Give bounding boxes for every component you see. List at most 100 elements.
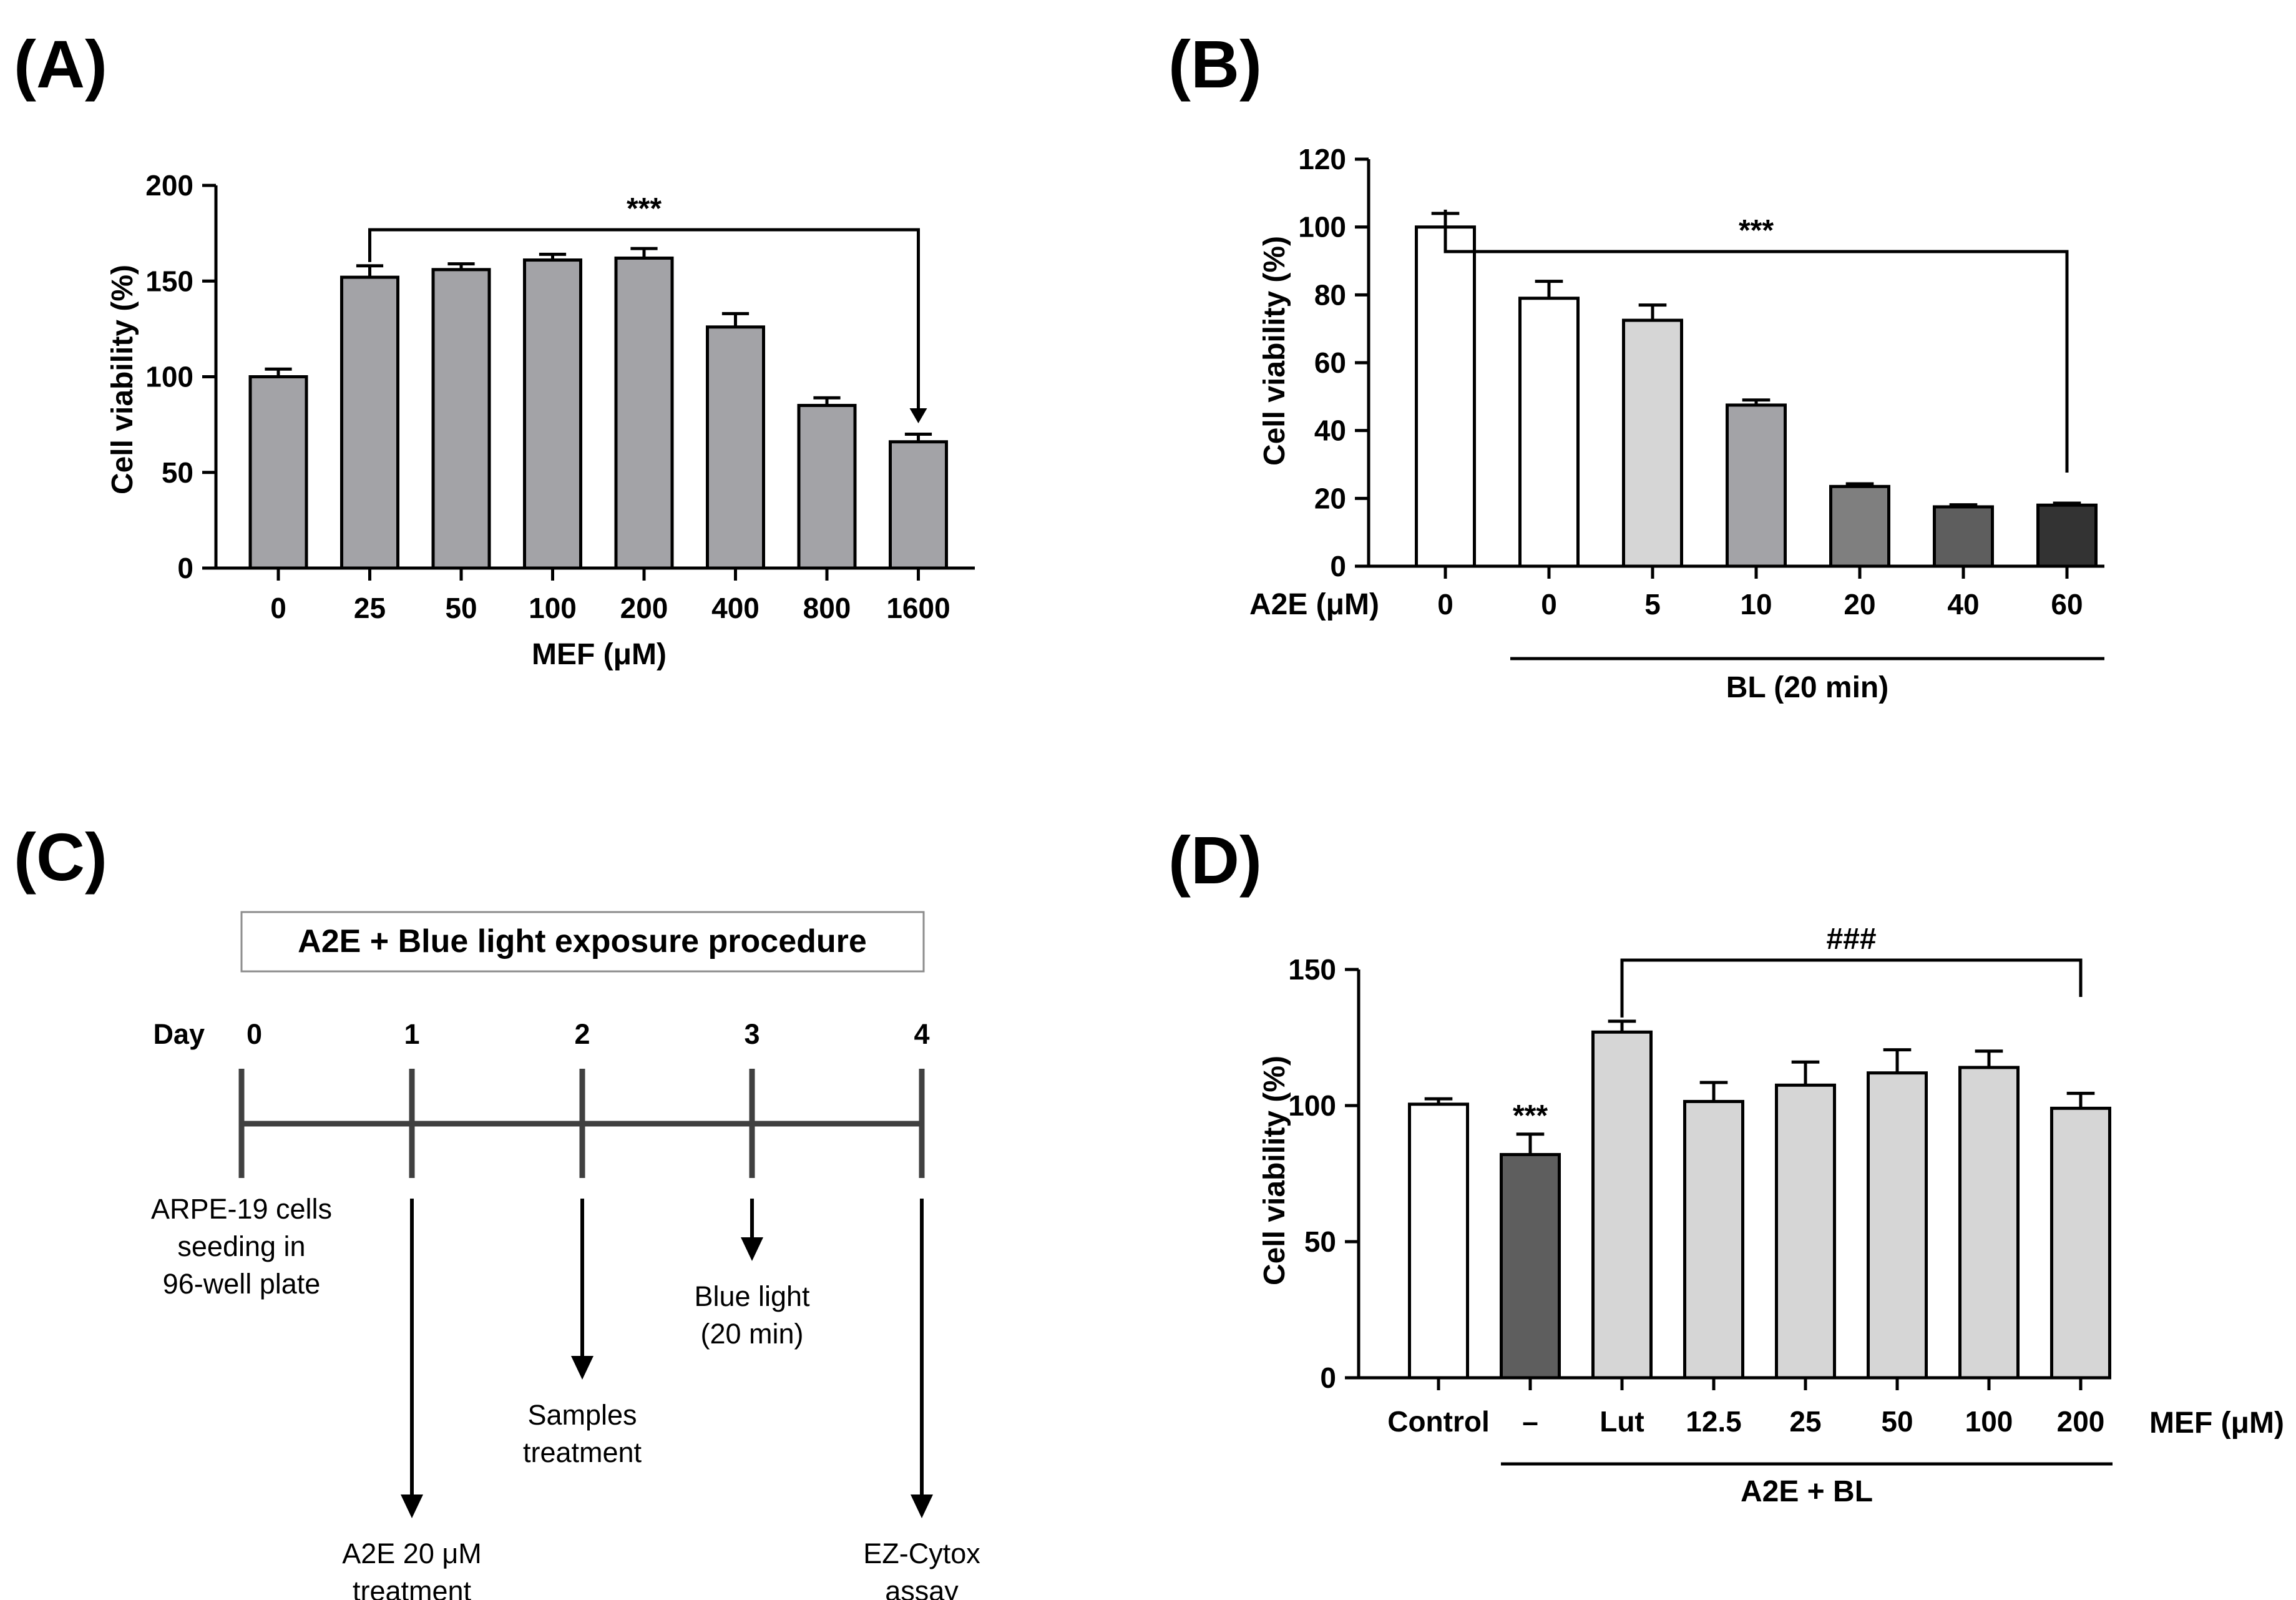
panel-b-y-tick-label: 40 <box>1314 415 1346 447</box>
panel-b-y-tick-label: 0 <box>1330 550 1346 582</box>
panel-d-x-tick-label: 100 <box>1965 1405 2013 1438</box>
timeline-day-label: 3 <box>744 1018 760 1050</box>
panel-a-y-tick-label: 50 <box>162 456 193 489</box>
panel-a-bar <box>889 440 948 570</box>
timeline-event-text: A2E 20 μM treatment <box>342 1538 482 1600</box>
panel-b-significance-label: *** <box>1739 214 1774 247</box>
panel-b-row-label: A2E (μM) <box>1249 588 1379 621</box>
panel-b-bar <box>1415 225 1476 568</box>
panel-a-x-tick-label: 1600 <box>886 592 950 624</box>
panel-a-x-tick-label: 800 <box>803 592 851 624</box>
panel-a-bar <box>706 325 765 570</box>
panel-d: (D) Cell viability (%) MEF (μM) A2E + BL… <box>1168 822 2284 1508</box>
timeline: 0 1 2 3 4 ARPE-19 cells seeding in 96-well plat… <box>151 1018 980 1600</box>
panel-b-bar <box>1726 403 1787 568</box>
panel-a-x-tick-label: 0 <box>270 592 286 624</box>
timeline-arrowhead <box>401 1494 423 1518</box>
timeline-day-prefix: Day <box>153 1018 205 1050</box>
panel-b-y-tick-label: 120 <box>1298 143 1346 175</box>
timeline-day-label: 1 <box>404 1018 419 1050</box>
panel-c: (C) A2E + Blue light exposure procedure … <box>14 819 980 1600</box>
panel-b-x-tick-label: 5 <box>1644 588 1661 621</box>
panel-d-x-tick-label: 200 <box>2057 1405 2105 1438</box>
panel-a-x-tick-label: 200 <box>620 592 668 624</box>
panel-a-x-tick-label: 25 <box>354 592 386 624</box>
panel-b-bar <box>2036 503 2098 568</box>
panel-d-y-tick-label: 150 <box>1288 953 1336 986</box>
panel-a-bar <box>340 275 399 570</box>
panel-b-y-tick-label: 80 <box>1314 278 1346 311</box>
panel-b-x-tick-label: 0 <box>1541 588 1557 621</box>
panel-d-label: (D) <box>1168 822 1262 898</box>
panel-b-bar <box>1622 318 1683 568</box>
panel-a-bar <box>614 256 674 570</box>
panel-d-x-tick-label: 50 <box>1881 1405 1913 1438</box>
timeline-day-label: 4 <box>914 1018 929 1050</box>
timeline-day-label: 2 <box>574 1018 590 1050</box>
panel-a-significance-bracket <box>368 228 920 420</box>
panel-d-y-tick-label: 0 <box>1320 1362 1336 1394</box>
panel-b-label: (B) <box>1168 26 1262 102</box>
panel-d-bar-annotation: *** <box>1513 1099 1548 1132</box>
timeline-event-text: ARPE-19 cells seeding in 96-well plate <box>151 1193 332 1300</box>
panel-a-bar <box>248 375 308 570</box>
panel-d-bar <box>1683 1099 1744 1380</box>
panel-b: (B) Cell viability (%) A2E (μM) BL (20 m… <box>1168 26 2104 704</box>
panel-a-x-tick-label: 50 <box>445 592 477 624</box>
panel-d-bar <box>1958 1066 2020 1380</box>
panel-b-group-label: BL (20 min) <box>1726 671 1888 704</box>
panel-d-ylabel: Cell viability (%) <box>1258 1056 1291 1285</box>
procedure-title: A2E + Blue light exposure procedure <box>298 923 867 960</box>
panel-b-x-tick-label: 0 <box>1437 588 1453 621</box>
panel-d-bar <box>1500 1152 1561 1380</box>
panel-d-x-tick-label: 12.5 <box>1686 1405 1742 1438</box>
panel-b-y-tick-label: 60 <box>1314 346 1346 379</box>
timeline-arrowhead <box>571 1356 594 1380</box>
panel-b-x-tick-label: 60 <box>2051 588 2083 621</box>
panel-d-x-tick-label: 25 <box>1789 1405 1821 1438</box>
panel-b-x-tick-label: 10 <box>1740 588 1772 621</box>
panel-d-bar <box>2050 1106 2111 1380</box>
panel-a-y-tick-label: 0 <box>177 552 193 584</box>
panel-b-x-tick-label: 40 <box>1947 588 1979 621</box>
timeline-arrowhead <box>911 1494 933 1518</box>
panel-d-group-label: A2E + BL <box>1741 1475 1873 1508</box>
panel-d-plot-area: 0 50 100 150 Control – Lut 12.5 25 50 100 200 <box>1288 953 2111 1438</box>
panel-b-bar <box>1518 297 1580 568</box>
panel-a-significance-arrowhead <box>909 408 927 423</box>
panel-b-bar <box>1933 505 1994 568</box>
panel-d-x-tick-label: Control <box>1387 1405 1490 1438</box>
panel-b-bar <box>1829 484 1890 568</box>
panel-b-y-tick-label: 20 <box>1314 482 1346 514</box>
panel-c-label: (C) <box>14 819 107 895</box>
panel-a-y-tick-label: 150 <box>145 265 193 297</box>
panel-d-significance-bracket <box>1620 958 2083 1018</box>
timeline-day-label: 0 <box>247 1018 262 1050</box>
panel-a-y-tick-label: 200 <box>145 169 193 202</box>
panel-b-plot-area: 0 20 40 60 80 100 120 0 0 5 10 20 40 60 <box>1298 143 2104 621</box>
panel-b-significance-bracket <box>1444 209 2069 473</box>
panel-b-y-tick-label: 100 <box>1298 211 1346 243</box>
panel-b-ylabel: Cell viability (%) <box>1258 236 1291 466</box>
panel-b-x-tick-label: 20 <box>1844 588 1875 621</box>
panel-d-y-tick-label: 50 <box>1304 1225 1336 1258</box>
panel-a-bar <box>523 258 582 570</box>
timeline-event-text: EZ-Cytox assay <box>863 1538 980 1600</box>
panel-a-bar <box>797 403 857 570</box>
panel-a-x-tick-label: 100 <box>529 592 577 624</box>
panel-a: (A) Cell viability (%) MEF (μM) 0 50 100 15… <box>14 26 975 671</box>
panel-d-x-tick-label: Lut <box>1600 1405 1644 1438</box>
panel-a-xlabel: MEF (μM) <box>532 638 667 671</box>
panel-d-x-tick-label: – <box>1522 1405 1538 1438</box>
panel-a-significance-label: *** <box>627 192 662 225</box>
timeline-event-text: Blue light (20 min) <box>694 1280 810 1350</box>
panel-d-bar <box>1408 1102 1469 1380</box>
panel-a-plot-area: 0 50 100 150 200 0 25 50 100 200 400 800 1600 <box>145 169 975 624</box>
panel-d-bar <box>1867 1071 1928 1380</box>
panel-d-bar <box>1591 1030 1653 1380</box>
panel-d-xlabel: MEF (μM) <box>2149 1406 2284 1440</box>
panel-a-bar <box>431 268 491 570</box>
panel-a-x-tick-label: 400 <box>711 592 760 624</box>
panel-a-ylabel: Cell viability (%) <box>106 265 139 494</box>
